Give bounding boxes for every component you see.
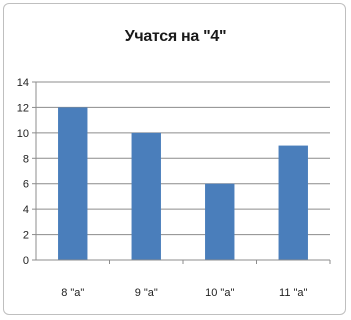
y-tick-label: 10 xyxy=(17,128,29,140)
x-tick-label: 8 "a" xyxy=(61,287,84,299)
bars xyxy=(58,107,308,260)
y-tick-label: 6 xyxy=(23,179,29,191)
y-tick-label: 4 xyxy=(23,204,29,216)
y-tick-label: 2 xyxy=(23,230,29,242)
axes: 0 2 4 6 8 10 12 14 8 "a" 9 "a" 10 "a" 11 "a" xyxy=(17,77,331,299)
x-tick-label: 10 "a" xyxy=(205,287,234,299)
chart-title: Учатся на "4" xyxy=(124,28,227,45)
x-tick-label: 11 "a" xyxy=(279,287,307,299)
y-tick-label: 0 xyxy=(23,255,29,267)
bar xyxy=(205,183,235,260)
bar xyxy=(58,107,88,260)
y-tick-label: 8 xyxy=(23,153,29,165)
bar xyxy=(278,145,308,260)
x-tick-label: 9 "a" xyxy=(135,287,158,299)
y-tick-label: 14 xyxy=(17,77,29,89)
bar xyxy=(131,132,161,260)
y-tick-label: 12 xyxy=(17,102,29,114)
